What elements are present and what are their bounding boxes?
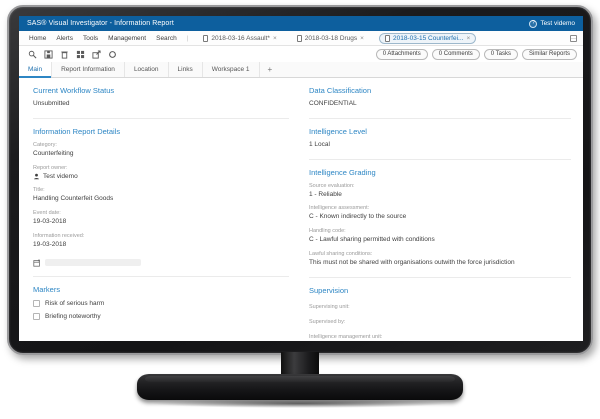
doc-tab-counterfeit-active[interactable]: 2018-03-15 Counterfei... × (378, 32, 477, 44)
source-evaluation-label: Source evaluation: (309, 182, 355, 189)
workflow-status-value: Unsubmitted (33, 100, 70, 107)
menu-management[interactable]: Management (108, 34, 147, 42)
markers-section: Markers Risk of serious harm Briefing no… (33, 285, 289, 329)
monitor-stand-base (137, 374, 463, 400)
left-column: Current Workflow Status Unsubmitted Info… (19, 78, 301, 341)
lawful-sharing-conditions-value: This must not be shared with organisatio… (309, 258, 515, 266)
monitor-shadow (150, 399, 450, 408)
marker-row: Briefing noteworthy (33, 312, 289, 320)
calendar-icon (33, 259, 41, 267)
user-name: Test videmo (540, 20, 575, 27)
section-heading: Intelligence Level (309, 126, 367, 136)
attachments-button[interactable]: 0 Attachments (375, 48, 428, 60)
doc-tab-drugs[interactable]: 2018-03-18 Drugs × (292, 34, 369, 43)
menu-tools[interactable]: Tools (82, 34, 99, 42)
help-icon[interactable]: ? (529, 19, 538, 28)
export-icon[interactable] (92, 49, 101, 59)
information-received-value: 19-03-2018 (33, 240, 67, 248)
briefing-noteworthy-checkbox[interactable] (33, 312, 40, 320)
person-icon (33, 173, 40, 180)
title-label: Title: (33, 187, 45, 194)
report-owner-value[interactable]: Test videmo (43, 172, 78, 180)
intelligence-assessment-value: C - Known indirectly to the source (309, 213, 407, 221)
data-classification-section: Data Classification CONFIDENTIAL (309, 86, 571, 119)
report-tabs: Main Report Information Location Links W… (19, 62, 583, 78)
doc-tab-label: 2018-03-18 Drugs (304, 34, 358, 42)
tab-links[interactable]: Links (169, 62, 203, 77)
doc-tab-assault[interactable]: 2018-03-16 Assault* × (198, 34, 281, 43)
close-icon[interactable]: × (360, 34, 364, 42)
app-title-bar: SAS® Visual Investigator - Information R… (19, 16, 583, 31)
menu-alerts[interactable]: Alerts (56, 34, 73, 42)
right-column: Data Classification CONFIDENTIAL Intelli… (301, 78, 583, 341)
document-icon (296, 34, 302, 42)
workflow-status-section: Current Workflow Status Unsubmitted (33, 86, 289, 119)
section-heading: Information Report Details (33, 126, 121, 136)
handling-code-label: Handling code: (309, 228, 346, 235)
title-value: Handling Counterfeit Goods (33, 195, 114, 203)
tab-list-icon[interactable] (570, 34, 577, 42)
supervision-section: Supervision Supervising unit: Supervised… (309, 286, 571, 341)
intelligence-grading-section: Intelligence Grading Source evaluation: … (309, 168, 571, 278)
close-icon[interactable]: × (466, 34, 471, 42)
intelligence-management-unit-label: Intelligence management unit: (309, 333, 383, 340)
grid-icon[interactable] (76, 50, 85, 59)
disabled-field-placeholder (45, 259, 141, 267)
report-content: Current Workflow Status Unsubmitted Info… (19, 78, 583, 341)
menu-separator: | (186, 34, 189, 42)
section-heading: Supervision (309, 285, 349, 295)
settings-icon[interactable] (108, 50, 117, 59)
add-tab-button[interactable]: + (267, 65, 273, 74)
intelligence-level-section: Intelligence Level 1 Local (309, 127, 571, 160)
doc-tab-label: 2018-03-16 Assault* (211, 34, 270, 42)
source-evaluation-value: 1 - Reliable (309, 190, 342, 198)
menu-bar: Home Alerts Tools Management Search | 20… (19, 31, 583, 46)
menu-home[interactable]: Home (29, 34, 47, 42)
save-icon[interactable] (44, 49, 53, 59)
tab-main[interactable]: Main (19, 62, 53, 78)
disabled-date-control (33, 259, 289, 267)
section-heading: Intelligence Grading (309, 167, 376, 177)
supervised-by-label: Supervised by: (309, 318, 346, 325)
close-icon[interactable]: × (272, 34, 277, 42)
similar-reports-button[interactable]: Similar Reports (521, 48, 577, 60)
tab-report-information[interactable]: Report Information (52, 62, 125, 77)
app-title: SAS® Visual Investigator - Information R… (27, 20, 174, 27)
tasks-button[interactable]: 0 Tasks (483, 48, 518, 60)
section-heading: Data Classification (309, 86, 372, 95)
user-menu[interactable]: ? Test videmo (529, 19, 575, 28)
section-heading: Current Workflow Status (33, 86, 115, 95)
checkbox-label: Risk of serious harm (45, 299, 105, 307)
menu-search[interactable]: Search (156, 34, 177, 42)
checkbox-label: Briefing noteworthy (45, 312, 101, 320)
search-icon[interactable] (28, 50, 37, 59)
intelligence-assessment-label: Intelligence assessment: (309, 205, 370, 212)
application-window: SAS® Visual Investigator - Information R… (19, 16, 583, 341)
supervising-unit-label: Supervising unit: (309, 303, 350, 310)
risk-of-serious-harm-checkbox[interactable] (33, 299, 40, 307)
event-date-value: 19-03-2018 (33, 218, 67, 226)
section-heading: Markers (33, 284, 61, 294)
report-owner-label: Report owner: (33, 164, 68, 171)
delete-icon[interactable] (60, 50, 69, 59)
data-classification-value: CONFIDENTIAL (309, 100, 357, 107)
toolbar: 0 Attachments 0 Comments 0 Tasks Similar… (19, 46, 583, 62)
event-date-label: Event date: (33, 210, 61, 217)
category-value: Counterfeiting (33, 149, 74, 157)
tab-workspace-1[interactable]: Workspace 1 (203, 62, 260, 77)
report-details-section: Information Report Details Category: Cou… (33, 127, 289, 277)
document-icon (203, 34, 209, 42)
lawful-sharing-conditions-label: Lawful sharing conditions: (309, 250, 373, 257)
category-label: Category: (33, 141, 57, 148)
information-received-label: Information received: (33, 232, 85, 239)
tab-location[interactable]: Location (125, 62, 169, 77)
intelligence-level-value: 1 Local (309, 140, 330, 148)
doc-tab-label: 2018-03-15 Counterfei... (392, 34, 464, 42)
handling-code-value: C - Lawful sharing permitted with condit… (309, 236, 435, 244)
marker-row: Risk of serious harm (33, 299, 289, 307)
comments-button[interactable]: 0 Comments (431, 48, 480, 60)
document-icon (384, 34, 390, 42)
